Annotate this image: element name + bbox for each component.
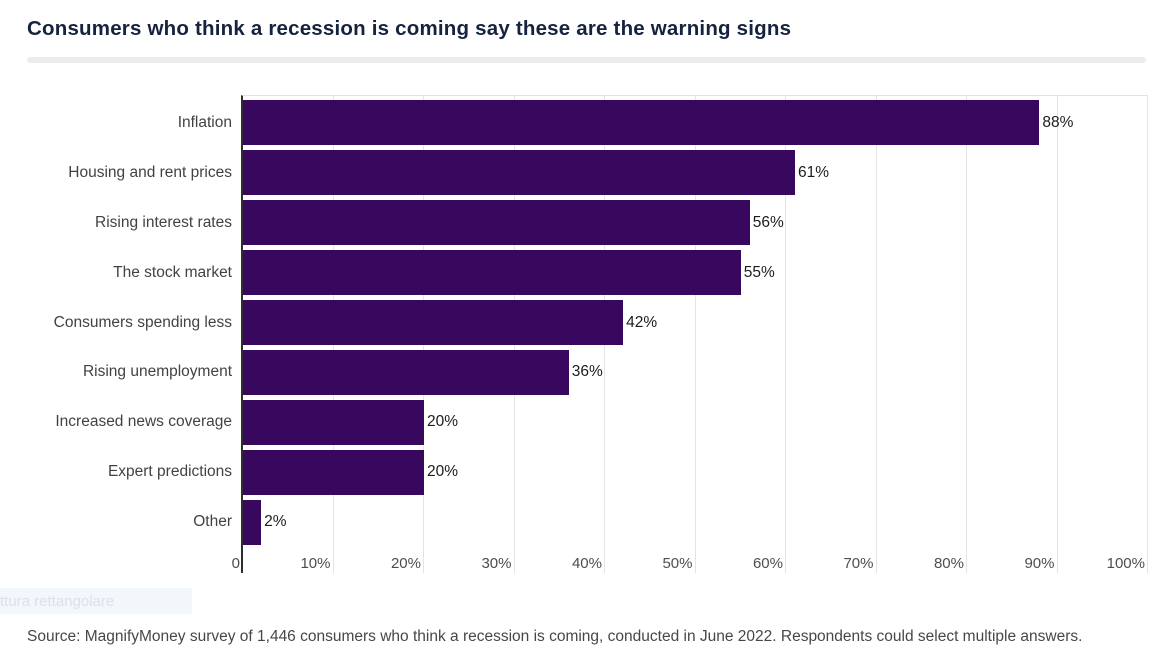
category-label: Rising unemployment: [82, 363, 232, 381]
bar: [243, 349, 569, 395]
gridline-60: [785, 96, 786, 573]
bar-row: Increased news coverage 20%: [0, 397, 1171, 447]
bar: [243, 250, 741, 296]
x-tick-label: 70%: [843, 555, 874, 572]
x-tick-label: 20%: [390, 555, 421, 572]
bar-track: 56%: [243, 200, 1148, 246]
bar-row: Rising interest rates 56%: [0, 198, 1171, 248]
category-label: Consumers spending less: [53, 313, 232, 331]
bar-row: Consumers spending less 42%: [0, 298, 1171, 348]
bar-row: Housing and rent prices 61%: [0, 148, 1171, 198]
bar: [243, 399, 424, 445]
value-label: 20%: [427, 413, 459, 431]
chart-title: Consumers who think a recession is comin…: [27, 17, 792, 40]
value-label: 20%: [427, 463, 459, 481]
bar-track: 42%: [243, 300, 1148, 345]
bar-rows: Inflation 88% Housing and rent prices 61% Ri…: [0, 95, 1171, 547]
category-label: Housing and rent prices: [68, 163, 232, 181]
value-label: 56%: [752, 213, 784, 231]
source-note: Source: MagnifyMoney survey of 1,446 con…: [27, 628, 1083, 645]
value-label: 36%: [571, 363, 603, 381]
x-tick-label: 60%: [752, 555, 783, 572]
bar: [243, 499, 262, 545]
value-label: 88%: [1042, 113, 1074, 131]
x-tick-label: 100%: [1106, 555, 1145, 572]
category-label: Expert predictions: [107, 463, 232, 481]
bar-track: 20%: [243, 399, 1148, 445]
snip-tooltip: ttura rettangolare: [0, 588, 192, 614]
x-tick-label: 30%: [481, 555, 512, 572]
bar-track: 20%: [243, 449, 1148, 495]
x-tick-label: 40%: [571, 555, 602, 572]
bar-row: The stock market 55%: [0, 248, 1171, 298]
bar-row: Expert predictions 20%: [0, 447, 1171, 497]
value-label: 55%: [743, 263, 775, 281]
bar-row: Rising unemployment 36%: [0, 347, 1171, 397]
x-tick-label: 80%: [933, 555, 964, 572]
snip-tooltip-label: ttura rettangolare: [0, 592, 115, 610]
category-label: Increased news coverage: [55, 413, 232, 431]
title-divider: [27, 57, 1146, 63]
value-label: 61%: [798, 163, 830, 181]
bar-track: 2%: [243, 499, 1148, 545]
category-label: The stock market: [113, 263, 232, 281]
page: Consumers who think a recession is comin…: [0, 15, 1171, 661]
bar-row: Other 2%: [0, 497, 1171, 547]
bar-track: 36%: [243, 349, 1148, 395]
x-tick-label: 10%: [300, 555, 331, 572]
bar: [243, 300, 624, 345]
bar: [243, 200, 750, 246]
category-label: Rising interest rates: [95, 213, 232, 231]
value-label: 42%: [626, 313, 658, 331]
gridline-70: [875, 96, 877, 573]
x-tick-label: 50%: [662, 555, 693, 572]
gridline-100: [1147, 96, 1148, 573]
bar: [243, 150, 796, 196]
x-tick-label: 90%: [1024, 555, 1055, 572]
gridline-80: [966, 96, 967, 573]
bar-track: 55%: [243, 250, 1148, 296]
bar: [243, 449, 424, 495]
category-label: Inflation: [177, 113, 232, 131]
value-label: 2%: [264, 513, 287, 531]
x-tick-label: 0: [231, 555, 240, 572]
category-label: Other: [193, 513, 232, 531]
gridline-90: [1056, 96, 1058, 573]
bar-row: Inflation 88%: [0, 98, 1171, 148]
bar-track: 88%: [243, 100, 1148, 146]
bar-chart: 0 10% 20% 30% 40% 50% 60% 70% 80% 90% 100% Inflati…: [0, 95, 1171, 573]
gridline-50: [694, 96, 696, 573]
bar-track: 61%: [243, 150, 1148, 196]
bar: [243, 100, 1040, 146]
